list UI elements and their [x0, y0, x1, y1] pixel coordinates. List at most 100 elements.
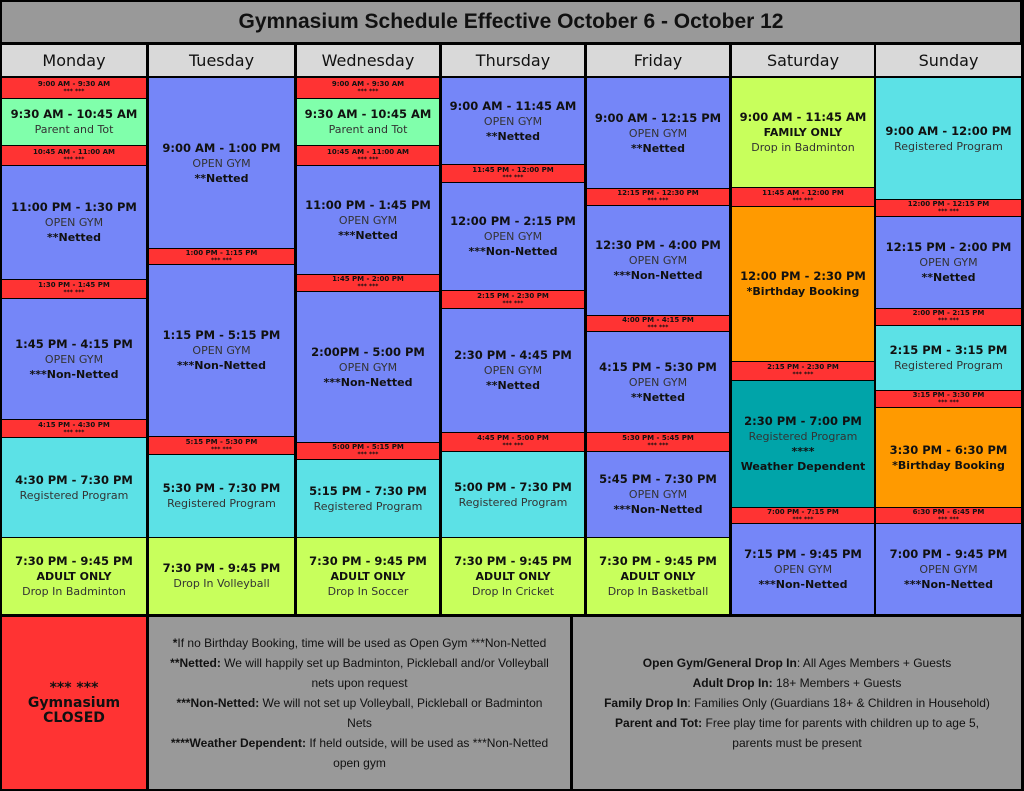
schedule-block: 9:00 AM - 11:45 AM OPEN GYM **Netted	[442, 78, 584, 164]
notes-term: **Netted:	[170, 656, 221, 670]
block-line: OPEN GYM	[483, 114, 543, 128]
schedule-block: 12:00 PM - 2:15 PM OPEN GYM ***Non-Netted	[442, 183, 584, 290]
block-line: OPEN GYM	[628, 375, 688, 389]
closed-slot: 5:00 PM - 5:15 PM *** ***	[297, 443, 439, 459]
closed-slot: 1:00 PM - 1:15 PM *** ***	[149, 249, 294, 264]
schedule-block: 11:00 PM - 1:45 PM OPEN GYM ***Netted	[297, 166, 439, 274]
block-time: 1:45 PM - 2:00 PM	[332, 275, 404, 283]
schedule-block: 9:30 AM - 10:45 AM Parent and Tot	[2, 99, 146, 145]
legend-item: Adult Drop In: 18+ Members + Guests	[693, 673, 902, 693]
schedule-block: 5:00 PM - 7:30 PM Registered Program	[442, 452, 584, 537]
block-time: 7:00 PM - 9:45 PM	[889, 546, 1008, 561]
block-line: OPEN GYM	[338, 213, 398, 227]
legend-item: Open Gym/General Drop In: All Ages Membe…	[643, 653, 951, 673]
day-header-thursday: Thursday	[442, 45, 584, 76]
closed-stars: *** ***	[49, 679, 99, 696]
block-time: 11:45 AM - 12:00 PM	[762, 189, 844, 197]
schedule-block: 2:00PM - 5:00 PM OPEN GYM ***Non-Netted	[297, 292, 439, 442]
block-line: FAMILY ONLY	[763, 126, 843, 139]
block-time: 11:00 PM - 1:45 PM	[305, 197, 431, 212]
schedule-block: 7:15 PM - 9:45 PM OPEN GYM ***Non-Netted	[732, 524, 874, 614]
page-title: Gymnasium Schedule Effective October 6 -…	[2, 2, 1020, 42]
day-header-wednesday: Wednesday	[297, 45, 439, 76]
closed-slot: 2:15 PM - 2:30 PM *** ***	[442, 291, 584, 308]
block-time: 9:00 AM - 9:30 AM	[37, 80, 111, 88]
block-line: Drop In Basketball	[607, 584, 709, 598]
notes-item: ***Non-Netted: We will not set up Volley…	[163, 693, 556, 733]
block-time: 2:00 PM - 2:15 PM	[912, 309, 985, 317]
block-time: 11:00 PM - 1:30 PM	[11, 200, 137, 214]
block-line: ADULT ONLY	[330, 569, 406, 583]
closed-slot: 9:00 AM - 9:30 AM *** ***	[297, 78, 439, 98]
block-time: 10:45 AM - 11:00 AM	[33, 147, 115, 156]
block-time: 1:45 PM - 4:15 PM	[15, 336, 133, 351]
schedule-block: 7:00 PM - 9:45 PM OPEN GYM ***Non-Netted	[876, 524, 1021, 614]
notes-term: *	[172, 636, 178, 650]
block-time: 7:30 PM - 9:45 PM	[599, 553, 717, 568]
closed-slot: 10:45 AM - 11:00 AM *** ***	[2, 146, 146, 165]
block-line: *** ***	[938, 515, 959, 523]
schedule-block: 7:30 PM - 9:45 PM ADULT ONLY Drop In Baske…	[587, 538, 729, 614]
closed-slot: 12:15 PM - 12:30 PM *** ***	[587, 189, 729, 205]
day-header-sunday: Sunday	[876, 45, 1021, 76]
block-time: 12:00 PM - 12:15 PM	[907, 200, 990, 208]
block-line: *** ***	[63, 155, 85, 163]
block-time: 2:30 PM - 4:45 PM	[454, 348, 572, 362]
block-line: Parent and Tot	[328, 123, 408, 136]
schedule-block: 7:30 PM - 9:45 PM ADULT ONLY Drop In Socce…	[297, 538, 439, 614]
block-line: Registered Program	[748, 430, 858, 443]
schedule-block: 9:00 AM - 12:00 PM Registered Program	[876, 78, 1021, 199]
block-line: Drop In Badminton	[22, 584, 126, 598]
block-line: Registered Program	[894, 139, 1003, 153]
notes-term: ***Non-Netted:	[176, 696, 260, 710]
block-line: *** ***	[502, 442, 524, 449]
schedule-block: 1:15 PM - 5:15 PM OPEN GYM ***Non-Netted	[149, 265, 294, 436]
block-time: 12:30 PM - 4:00 PM	[595, 238, 721, 252]
block-line: OPEN GYM	[919, 256, 978, 269]
block-line: OPEN GYM	[483, 230, 543, 243]
block-line: **Netted	[921, 271, 976, 284]
notes-text: We will not set up Volleyball, Picklebal…	[259, 696, 543, 730]
schedule-block: 2:30 PM - 4:45 PM OPEN GYM **Netted	[442, 309, 584, 432]
block-time: 6:30 PM - 6:45 PM	[912, 507, 985, 516]
closed-slot: 6:30 PM - 6:45 PM *** ***	[876, 508, 1021, 523]
block-line: OPEN GYM	[628, 254, 688, 267]
block-time: 3:30 PM - 6:30 PM	[889, 442, 1008, 457]
legend-term: Open Gym/General Drop In	[642, 656, 797, 670]
block-time: 11:45 PM - 12:00 PM	[472, 165, 554, 174]
schedule-block: 9:30 AM - 10:45 AM Parent and Tot	[297, 99, 439, 145]
block-line: *** ***	[938, 208, 959, 215]
schedule-block: 3:30 PM - 6:30 PM *Birthday Booking	[876, 408, 1021, 507]
block-line: Registered Program	[167, 497, 276, 510]
closed-slot: 5:30 PM - 5:45 PM *** ***	[587, 433, 729, 451]
block-line: ADULT ONLY	[475, 569, 551, 583]
block-line: *** ***	[211, 445, 232, 453]
block-time: 5:15 PM - 5:30 PM	[185, 437, 258, 446]
block-time: 2:15 PM - 2:30 PM	[477, 291, 549, 300]
legend-text: : Families Only (Guardians 18+ & Childre…	[687, 696, 990, 710]
block-line: *Birthday Booking	[892, 458, 1005, 472]
block-time: 5:00 PM - 7:30 PM	[454, 479, 572, 494]
closed-slot: 3:15 PM - 3:30 PM *** ***	[876, 391, 1021, 407]
notes-item: *If no Birthday Booking, time will be us…	[173, 633, 547, 653]
schedule-block: 2:15 PM - 3:15 PM Registered Program	[876, 326, 1021, 390]
block-line: **Netted	[630, 141, 686, 155]
block-line: **Netted	[485, 129, 541, 143]
block-line: OPEN GYM	[44, 352, 104, 366]
closed-line2: CLOSED	[43, 709, 105, 726]
block-line: Drop In Cricket	[471, 584, 555, 598]
block-line: ***Non-Netted	[323, 375, 413, 389]
closed-slot: 1:30 PM - 1:45 PM *** ***	[2, 280, 146, 298]
legend-text: 18+ Members + Guests	[772, 676, 902, 690]
schedule-block: 12:00 PM - 2:30 PM *Birthday Booking	[732, 207, 874, 361]
block-time: 10:45 AM - 11:00 AM	[327, 147, 409, 156]
block-line: OPEN GYM	[483, 364, 543, 377]
block-line: ***Non-Netted	[29, 367, 119, 381]
day-header-saturday: Saturday	[732, 45, 874, 76]
schedule-block: 5:30 PM - 7:30 PM Registered Program	[149, 455, 294, 537]
closed-legend: *** *** Gymnasium CLOSED	[2, 617, 146, 789]
schedule-block: 5:15 PM - 7:30 PM Registered Program	[297, 460, 439, 537]
block-line: *** ***	[63, 289, 85, 296]
block-line: OPEN GYM	[44, 216, 104, 229]
block-line: *** ***	[938, 317, 959, 324]
